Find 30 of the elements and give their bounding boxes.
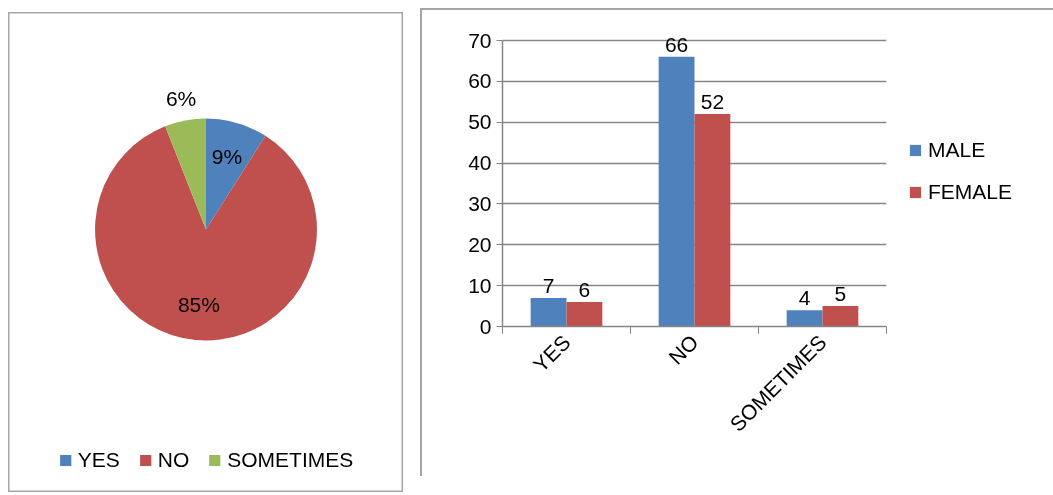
data-label: 6	[578, 277, 591, 301]
legend-label: SOMETIMES	[227, 448, 354, 472]
y-tick-label: 0	[479, 314, 492, 338]
data-label: 9%	[211, 145, 243, 169]
bar	[530, 297, 567, 327]
bar	[822, 306, 859, 327]
bar	[786, 310, 823, 327]
y-tick-label: 60	[468, 69, 492, 93]
bar	[694, 114, 731, 327]
data-label: 7	[542, 273, 555, 297]
legend-label: NO	[157, 448, 190, 472]
y-tick-label: 10	[468, 273, 492, 297]
data-label: 66	[664, 32, 689, 56]
legend-label: YES	[77, 448, 120, 472]
legend-label: MALE	[928, 138, 986, 162]
data-label: 4	[798, 286, 811, 310]
y-tick-label: 30	[468, 191, 492, 215]
data-label: 52	[700, 90, 725, 114]
data-label: 5	[834, 282, 847, 306]
data-label: 6%	[165, 87, 197, 111]
x-tick-label: YES	[528, 330, 575, 377]
bar	[658, 56, 695, 327]
x-tick-label: NO	[664, 330, 703, 369]
y-tick-label: 20	[468, 232, 492, 256]
y-tick-label: 40	[468, 151, 492, 175]
data-label: 85%	[177, 293, 220, 317]
bar	[566, 301, 603, 327]
y-tick-label: 50	[468, 110, 492, 134]
y-tick-label: 70	[468, 28, 492, 52]
legend-label: FEMALE	[928, 180, 1013, 204]
